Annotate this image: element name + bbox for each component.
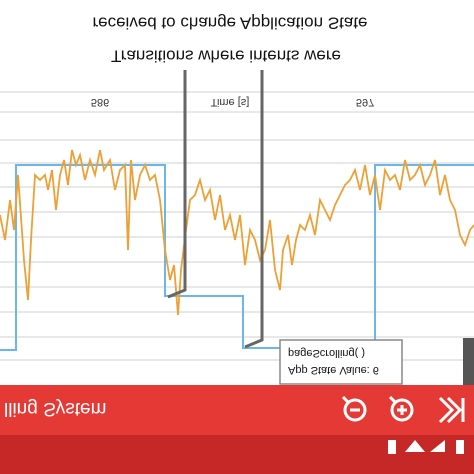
- status-bar: [0, 435, 474, 474]
- tooltip-text: App State Value: 6: [288, 364, 379, 376]
- signal-line: [0, 149, 474, 316]
- zoom-out-button[interactable]: [341, 395, 367, 422]
- time-label: 586: [91, 96, 109, 108]
- scroll-handle[interactable]: [463, 338, 474, 385]
- skip-end-button[interactable]: [438, 396, 465, 424]
- toolbar-title: lling System: [4, 398, 106, 419]
- annotation-line-1: Transitions where intents were: [111, 47, 341, 66]
- status-icons: [388, 440, 464, 454]
- time-label: 597: [356, 96, 374, 108]
- app-state-line: [0, 164, 474, 351]
- transition-marker: [244, 70, 264, 349]
- axis-title: Time [s]: [211, 96, 250, 108]
- annotation-line-2: received to change Application State: [92, 14, 367, 33]
- toolbar: [0, 385, 474, 435]
- chart: 586 Time [s] 597 pageScrolling( ) App St…: [0, 70, 474, 385]
- transition-marker: [167, 70, 187, 299]
- zoom-in-button[interactable]: [388, 395, 414, 422]
- tooltip: [279, 339, 403, 385]
- tooltip-text: pageScrolling( ): [288, 347, 365, 359]
